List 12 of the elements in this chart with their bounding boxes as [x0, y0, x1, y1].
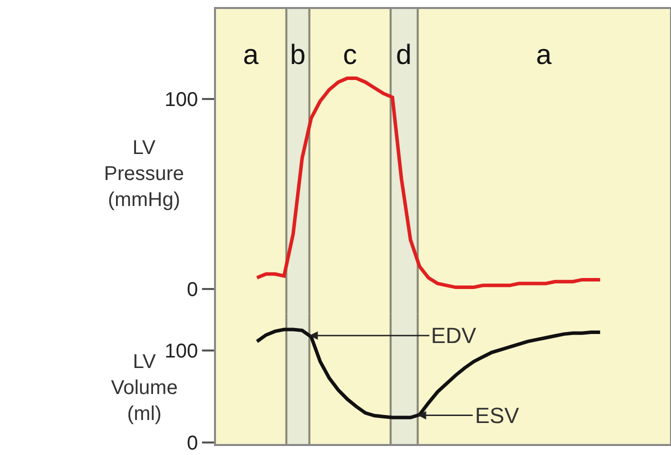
annotation: b — [290, 39, 306, 70]
y-tick-label: 100 — [164, 89, 198, 112]
y-tick-label: 0 — [186, 279, 198, 302]
annotation: a — [536, 39, 552, 70]
y-axis-title: LV Pressure (mmHg) — [104, 137, 184, 211]
annotation: c — [343, 39, 357, 70]
annotation: EDV — [431, 323, 477, 348]
line-series — [255, 76, 602, 290]
annotation: d — [396, 39, 412, 70]
annotation: ESV — [475, 403, 520, 428]
annotation: a — [243, 39, 259, 70]
y-tick-label: 0 — [186, 432, 198, 454]
